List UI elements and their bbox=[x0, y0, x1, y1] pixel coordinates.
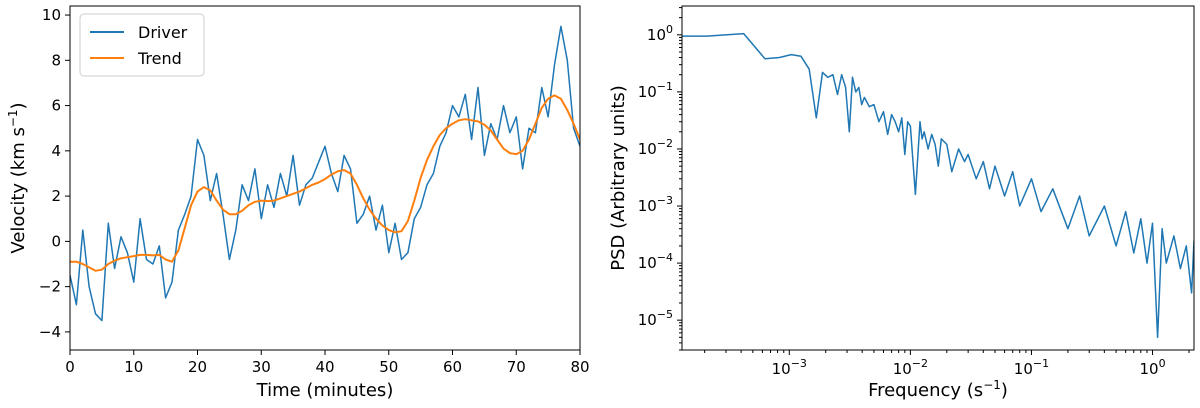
velocity-plot-area bbox=[70, 25, 580, 322]
psd-axes-frame bbox=[681, 5, 1195, 351]
x-tick-label: 80 bbox=[570, 358, 589, 376]
legend-label-trend: Trend bbox=[137, 49, 182, 68]
y-tick-label: 2 bbox=[51, 187, 61, 205]
psd-ticks: 10−3 10−2 10−1 100 10−5 10−4 10−3 10−2 10−1 100 bbox=[638, 7, 1190, 378]
y-tick-label: 10 bbox=[42, 6, 61, 24]
x-tick-label: 10−3 bbox=[772, 357, 807, 378]
x-tick-label: 60 bbox=[443, 358, 462, 376]
x-tick-label: 10 bbox=[124, 358, 143, 376]
y-tick-label: 0 bbox=[51, 232, 61, 250]
y-tick-label: 8 bbox=[51, 51, 61, 69]
velocity-x-axis-label: Time (minutes) bbox=[256, 380, 394, 401]
x-tick-label: 10−2 bbox=[893, 357, 928, 378]
velocity-legend: Driver Trend bbox=[79, 13, 205, 77]
x-tick-label: 20 bbox=[188, 358, 207, 376]
y-tick-label: 10−2 bbox=[638, 137, 673, 158]
x-tick-label: 40 bbox=[315, 358, 334, 376]
x-tick-label: 0 bbox=[65, 358, 75, 376]
legend-label-driver: Driver bbox=[138, 23, 188, 42]
x-tick-label: 70 bbox=[507, 358, 526, 376]
y-tick-label: 100 bbox=[647, 23, 673, 44]
y-tick-label: −4 bbox=[39, 323, 61, 341]
y-tick-label: 10−5 bbox=[638, 308, 673, 329]
series-line-trend bbox=[70, 94, 580, 272]
y-tick-label: 10−3 bbox=[638, 194, 673, 215]
psd-plot-area bbox=[682, 32, 1194, 339]
y-tick-label: −2 bbox=[39, 278, 61, 296]
y-tick-label: 10−1 bbox=[638, 80, 673, 101]
legend-box bbox=[79, 13, 205, 77]
y-tick-label: 4 bbox=[51, 142, 61, 160]
velocity-chart: 0 10 20 30 40 50 60 70 80 −4 −2 0 2 4 6 8 10 Driver Tren… bbox=[6, 5, 590, 401]
y-tick-label: 6 bbox=[51, 97, 61, 115]
x-tick-label: 10−1 bbox=[1014, 357, 1049, 378]
series-line-driver bbox=[70, 25, 580, 322]
psd-series-line bbox=[682, 32, 1194, 339]
velocity-y-axis-label: Velocity (km s−1) bbox=[6, 102, 29, 253]
psd-chart: 10−3 10−2 10−1 100 10−5 10−4 10−3 10−2 10−1 100 F… bbox=[608, 5, 1195, 401]
x-tick-label: 50 bbox=[379, 358, 398, 376]
psd-y-axis-label: PSD (Arbitrary units) bbox=[608, 85, 629, 271]
y-tick-label: 10−4 bbox=[638, 251, 673, 272]
x-tick-label: 30 bbox=[252, 358, 271, 376]
x-tick-label: 100 bbox=[1139, 357, 1165, 378]
psd-x-axis-label: Frequency (s−1) bbox=[868, 378, 1008, 401]
velocity-ticks: 0 10 20 30 40 50 60 70 80 −4 −2 0 2 4 6 8 10 bbox=[39, 6, 590, 376]
